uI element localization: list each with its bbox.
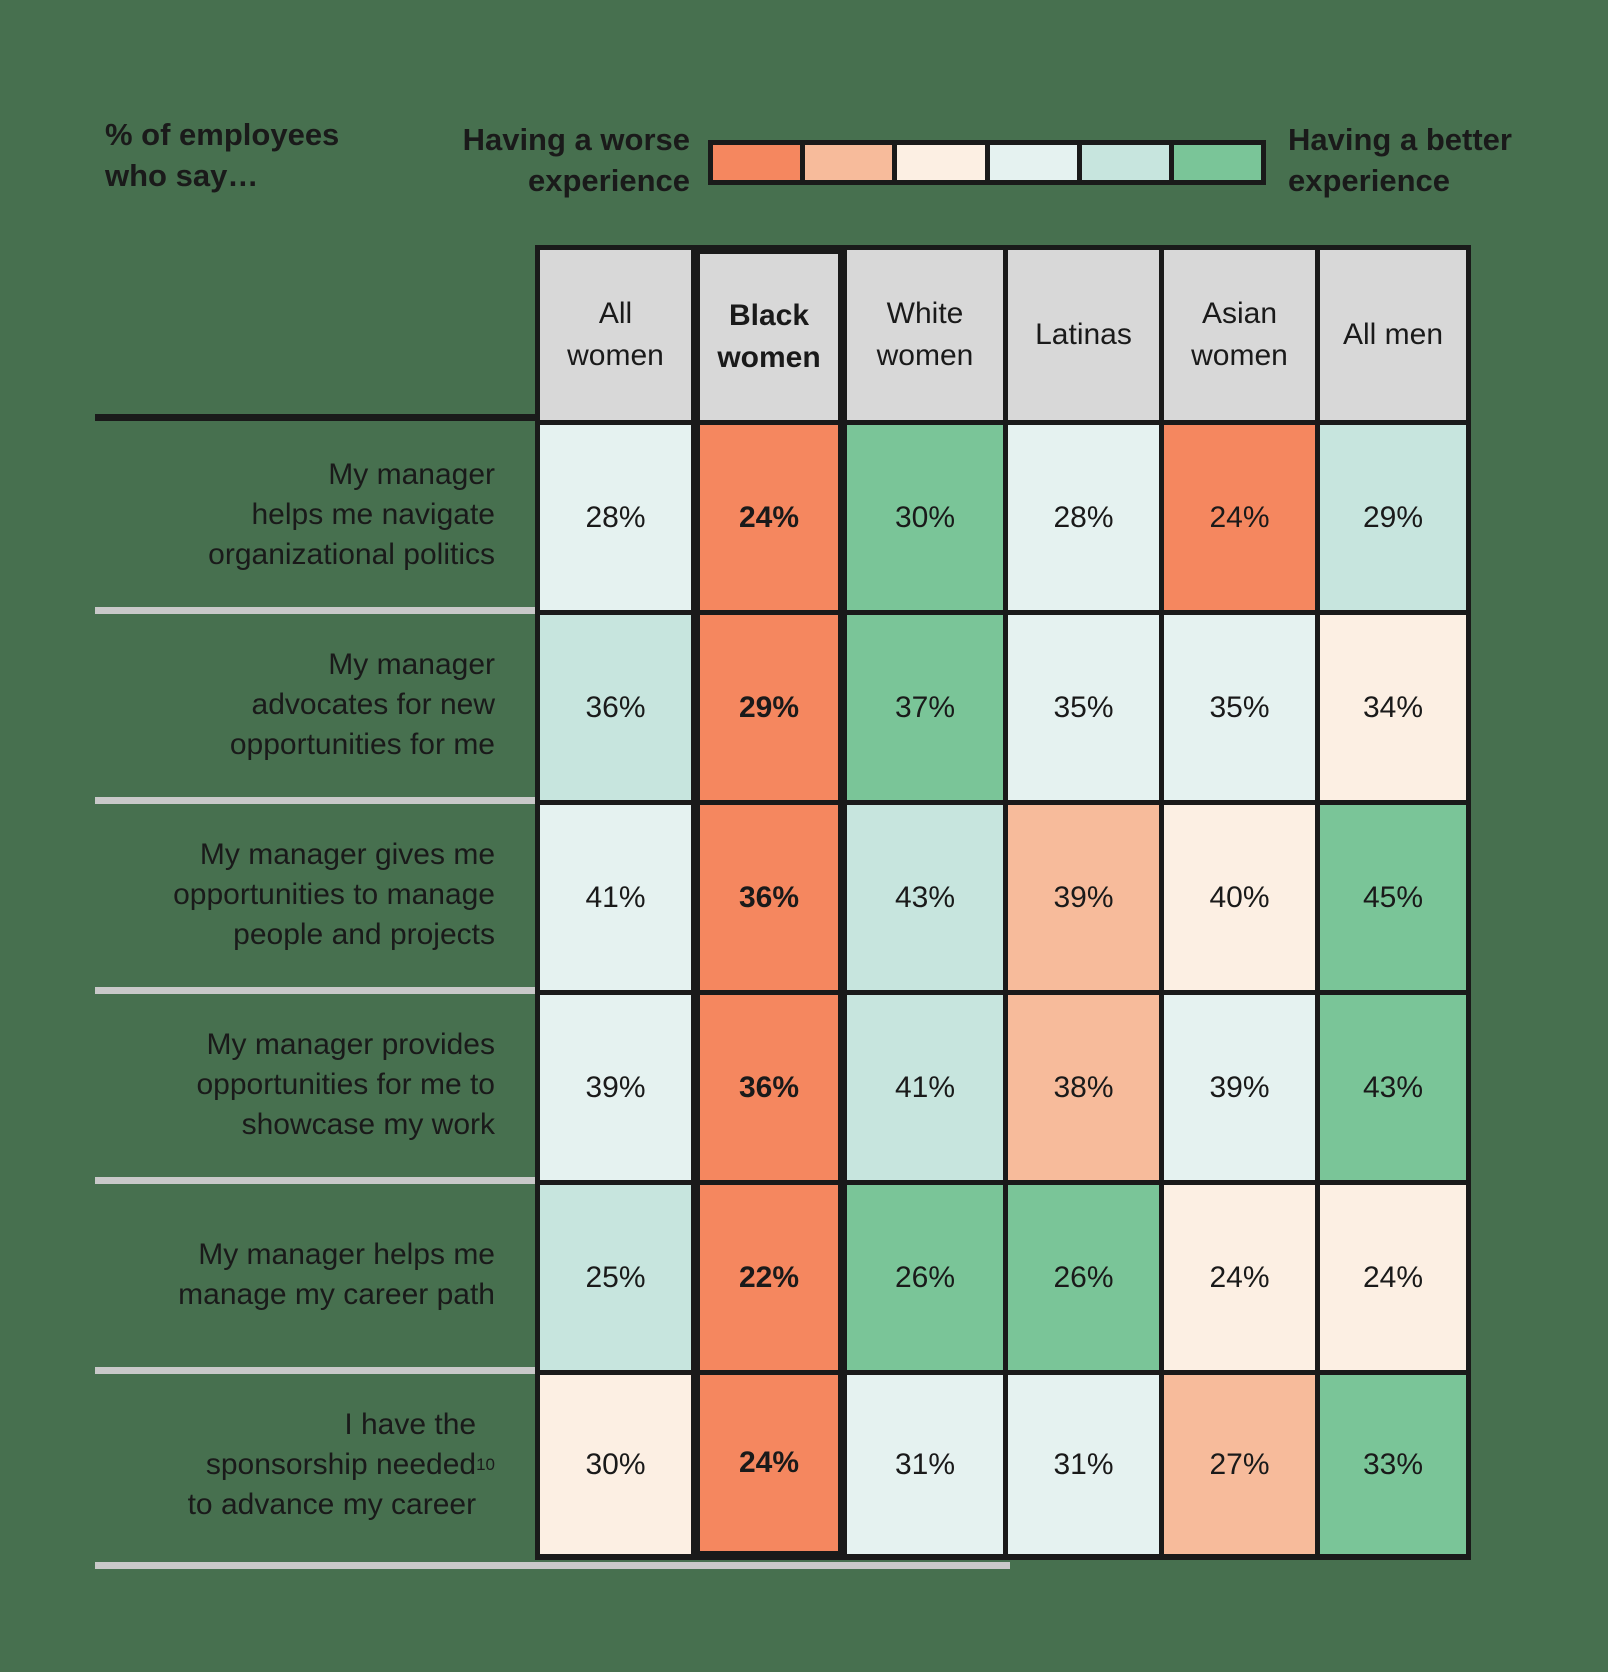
row-separator [95, 797, 538, 804]
heatmap-cell: 34% [1315, 610, 1471, 800]
heatmap-cell: 24% [1159, 420, 1315, 610]
heatmap-cell: 24% [1159, 1180, 1315, 1370]
heatmap-cell: 22% [691, 1180, 847, 1370]
row-separator [95, 1367, 538, 1374]
heatmap-cell: 38% [1003, 990, 1159, 1180]
row-label-text: My manager gives me opportunities to man… [173, 838, 495, 951]
heatmap-cell: 36% [691, 990, 847, 1180]
heatmap-cell: 41% [535, 800, 691, 990]
row-label-text: My manager helps me navigate organizatio… [208, 458, 495, 571]
legend-swatch-worse [805, 145, 898, 180]
column-header: Asian women [1159, 245, 1315, 420]
column-header-highlighted: Black women [691, 245, 847, 420]
heatmap-cell: 24% [1315, 1180, 1471, 1370]
row-label-text: I have the sponsorship needed to advance… [187, 1408, 477, 1521]
heatmap-cell: 30% [847, 420, 1003, 610]
column-header: All men [1315, 245, 1471, 420]
heatmap-cell: 35% [1159, 610, 1315, 800]
legend-worse-label: Having a worse experience [462, 122, 690, 198]
legend-better-label: Having a better experience [1288, 122, 1512, 198]
heatmap-cell: 40% [1159, 800, 1315, 990]
heatmap-cell: 28% [535, 420, 691, 610]
heatmap-cell: 24% [691, 420, 847, 610]
heatmap-cell: 30% [535, 1370, 691, 1560]
row-label-showcase-work: My manager provides opportunities for me… [95, 990, 496, 1180]
heatmap-cell: 39% [1159, 990, 1315, 1180]
heatmap-cell: 31% [1003, 1370, 1159, 1560]
legend-swatch-slightly-worse [897, 145, 990, 180]
row-label-sponsorship: I have the sponsorship needed to advance… [95, 1370, 495, 1560]
heatmap-cell: 26% [1003, 1180, 1159, 1370]
header-underline [95, 414, 541, 421]
heatmap-cell: 36% [691, 800, 847, 990]
heatmap-cell: 25% [535, 1180, 691, 1370]
legend-swatch-worst [713, 145, 806, 180]
heatmap-cell: 43% [847, 800, 1003, 990]
column-header: All women [535, 245, 691, 420]
heatmap-cell: 37% [847, 610, 1003, 800]
page-title: % of employees who say… [105, 117, 340, 193]
row-separator [95, 607, 538, 614]
row-label-text: My manager advocates for new opportuniti… [229, 648, 495, 761]
heatmap-table: All women Black women White women Latina… [535, 245, 1471, 1560]
column-header: Latinas [1003, 245, 1159, 420]
row-label-advocates-opportunities: My manager advocates for new opportuniti… [95, 610, 495, 800]
heatmap-cell: 31% [847, 1370, 1003, 1560]
heatmap-cell: 28% [1003, 420, 1159, 610]
heatmap-cell: 43% [1315, 990, 1471, 1180]
legend-swatch-slightly-better [989, 145, 1082, 180]
row-separator [95, 1177, 538, 1184]
column-header: White women [847, 245, 1003, 420]
heatmap-cell: 29% [691, 610, 847, 800]
heatmap-cell: 35% [1003, 610, 1159, 800]
heatmap-cell: 29% [1315, 420, 1471, 610]
legend-swatch-better [1081, 145, 1174, 180]
row-label-text: My manager helps me manage my career pat… [178, 1238, 495, 1311]
row-label-navigate-politics: My manager helps me navigate organizatio… [95, 420, 495, 610]
heatmap-cell: 26% [847, 1180, 1003, 1370]
legend-swatch-best [1173, 145, 1262, 180]
heatmap-cell: 36% [535, 610, 691, 800]
heatmap-cell: 41% [847, 990, 1003, 1180]
row-label-manage-people-projects: My manager gives me opportunities to man… [95, 800, 495, 990]
heatmap-cell: 33% [1315, 1370, 1471, 1560]
row-label-text: My manager provides opportunities for me… [196, 1028, 496, 1141]
bottom-separator [95, 1562, 1010, 1569]
heatmap-cell: 39% [1003, 800, 1159, 990]
heatmap-cell: 27% [1159, 1370, 1315, 1560]
heatmap-cell: 45% [1315, 800, 1471, 990]
heatmap-cell: 24% [691, 1370, 847, 1560]
row-separator [95, 987, 538, 994]
heatmap-cell: 39% [535, 990, 691, 1180]
legend-color-scale [708, 140, 1266, 185]
row-label-career-path: My manager helps me manage my career pat… [95, 1180, 495, 1370]
